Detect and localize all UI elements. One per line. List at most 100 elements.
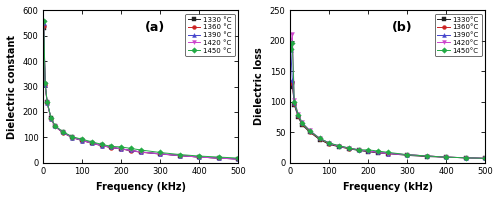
1420°C <box>482 157 488 160</box>
1450°C <box>316 137 322 139</box>
Y-axis label: Dielectric constant: Dielectric constant <box>7 35 17 139</box>
1450°C <box>366 149 372 151</box>
1390°C <box>356 149 362 151</box>
1330 °C <box>138 151 143 153</box>
1360 °C <box>89 142 95 144</box>
Text: (b): (b) <box>392 21 412 34</box>
1390°C <box>385 152 391 155</box>
1390 °C <box>157 153 163 155</box>
1330°C <box>316 138 322 141</box>
1450 °C <box>79 138 85 140</box>
1330°C <box>346 147 352 150</box>
1390 °C <box>52 125 58 127</box>
1360°C <box>336 145 342 147</box>
1330°C <box>290 82 296 85</box>
1390°C <box>482 157 488 160</box>
X-axis label: Frequency (kHz): Frequency (kHz) <box>343 182 433 192</box>
1450 °C <box>52 124 58 127</box>
Text: (a): (a) <box>144 21 165 34</box>
1450 °C <box>108 145 114 148</box>
1420°C <box>346 147 352 149</box>
1420 °C <box>138 151 143 153</box>
1330°C <box>404 154 410 157</box>
1330 °C <box>157 153 163 155</box>
1360°C <box>326 142 332 145</box>
1360 °C <box>128 149 134 152</box>
1360°C <box>366 150 372 152</box>
1390°C <box>292 102 298 104</box>
1420°C <box>288 43 294 45</box>
1420°C <box>295 113 301 115</box>
1360 °C <box>70 137 75 139</box>
1330°C <box>307 131 313 133</box>
1450 °C <box>60 131 66 133</box>
1450°C <box>443 156 449 158</box>
1390 °C <box>42 83 48 86</box>
1420°C <box>366 150 372 152</box>
1420°C <box>290 32 296 35</box>
1390°C <box>366 150 372 152</box>
1420 °C <box>79 139 85 141</box>
1360°C <box>292 102 298 105</box>
1450 °C <box>176 153 182 156</box>
1450°C <box>326 142 332 144</box>
1450°C <box>292 100 298 103</box>
Line: 1450°C: 1450°C <box>289 41 487 160</box>
1390 °C <box>70 136 75 139</box>
1450°C <box>290 42 296 44</box>
1360°C <box>290 81 296 83</box>
1450°C <box>482 157 488 160</box>
1450°C <box>385 151 391 153</box>
1330°C <box>336 146 342 148</box>
Y-axis label: Dielectric loss: Dielectric loss <box>254 48 264 125</box>
1360 °C <box>44 102 50 104</box>
1360°C <box>295 115 301 117</box>
1330 °C <box>42 83 48 85</box>
1330 °C <box>176 154 182 157</box>
1390°C <box>424 155 430 157</box>
X-axis label: Frequency (kHz): Frequency (kHz) <box>96 182 186 192</box>
Line: 1360°C: 1360°C <box>289 80 487 160</box>
1390 °C <box>235 158 241 160</box>
1420 °C <box>48 117 54 120</box>
1330°C <box>424 155 430 158</box>
1360 °C <box>118 148 124 150</box>
1330°C <box>482 157 488 160</box>
Line: 1450 °C: 1450 °C <box>42 19 240 160</box>
1420 °C <box>196 156 202 158</box>
1450 °C <box>40 19 46 22</box>
1390 °C <box>108 146 114 149</box>
1330 °C <box>52 125 58 127</box>
1450 °C <box>157 151 163 154</box>
1390°C <box>336 145 342 147</box>
1390 °C <box>138 151 143 153</box>
1420 °C <box>118 147 124 150</box>
1330°C <box>288 85 294 88</box>
1450°C <box>424 155 430 157</box>
1420 °C <box>40 21 46 23</box>
1360 °C <box>79 139 85 142</box>
Line: 1330°C: 1330°C <box>289 82 487 160</box>
1360°C <box>316 138 322 140</box>
1330°C <box>326 143 332 146</box>
1420 °C <box>60 131 66 133</box>
1360 °C <box>98 144 104 147</box>
1360°C <box>375 151 381 153</box>
1420 °C <box>128 149 134 152</box>
1330 °C <box>196 156 202 158</box>
1360 °C <box>176 154 182 157</box>
1420°C <box>404 154 410 156</box>
1420°C <box>424 155 430 157</box>
1360°C <box>288 82 294 85</box>
1330 °C <box>89 142 95 144</box>
1360°C <box>482 157 488 160</box>
1330 °C <box>70 136 75 139</box>
1390°C <box>326 142 332 144</box>
1420°C <box>336 145 342 147</box>
1420 °C <box>216 157 222 159</box>
1420°C <box>316 137 322 139</box>
1390°C <box>299 122 305 124</box>
1330°C <box>366 150 372 153</box>
1420°C <box>356 149 362 151</box>
1450 °C <box>89 141 95 143</box>
